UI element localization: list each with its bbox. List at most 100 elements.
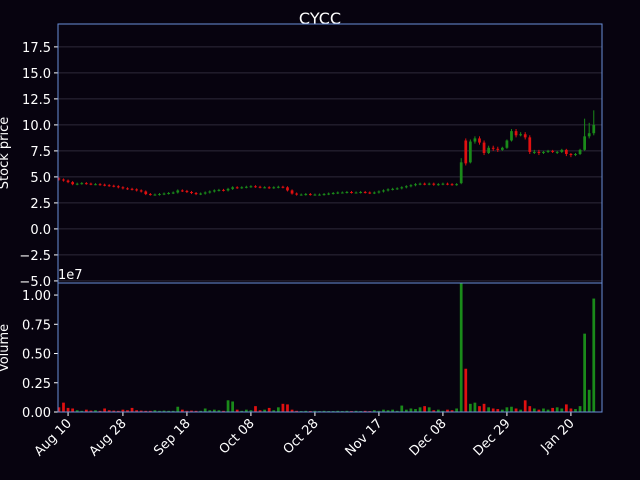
volume-bar (432, 410, 436, 412)
candle-body (231, 187, 234, 189)
chart-title: CYCC (299, 9, 341, 28)
volume-bar (583, 333, 586, 412)
y-tick-label: 15.0 (22, 67, 51, 82)
candle-body (304, 194, 308, 196)
candle-body (263, 187, 266, 189)
volume-bar (414, 409, 417, 412)
volume-bar (121, 409, 125, 412)
candle-body (258, 186, 262, 188)
candle-body (107, 185, 111, 187)
volume-bar (272, 410, 276, 412)
volume-bar (441, 410, 445, 412)
volume-bar (436, 409, 440, 412)
candle-body (510, 131, 513, 141)
candle-body (487, 147, 490, 153)
candle-body (299, 194, 303, 196)
candle-body (468, 141, 472, 163)
volume-bar (400, 405, 404, 412)
candle-body (75, 183, 79, 185)
volume-bar (167, 410, 170, 412)
volume-y-tick-label: 0.00 (22, 406, 51, 421)
candle-body (318, 194, 321, 196)
candle-body (80, 183, 84, 185)
candle-body (427, 183, 431, 185)
volume-bar (281, 403, 285, 412)
volume-bar (290, 409, 294, 412)
candle-body (162, 193, 166, 195)
volume-y-tick-label: 1.00 (22, 289, 51, 304)
candle-body (190, 191, 193, 194)
volume-bar (89, 410, 93, 412)
volume-bar (363, 410, 367, 412)
volume-bar (569, 408, 573, 412)
candle-body (235, 187, 239, 189)
candle-body (400, 187, 404, 189)
volume-bar (482, 403, 486, 412)
candle-body (555, 151, 559, 153)
candle-body (391, 188, 394, 190)
candle-body (414, 184, 417, 186)
candle-body (496, 148, 500, 150)
candle-body (446, 183, 449, 185)
candle-body (368, 192, 372, 194)
candle-body (500, 147, 504, 150)
candle-body (121, 187, 125, 189)
volume-bar (249, 410, 253, 412)
volume-bar (423, 406, 426, 412)
volume-bar (395, 410, 399, 412)
volume-bar (542, 408, 545, 412)
candle-body (336, 192, 340, 194)
volume-bar (409, 408, 413, 412)
candle-body (94, 184, 97, 186)
candle-body (423, 183, 426, 185)
candle-body (363, 191, 367, 193)
candle-body (441, 183, 445, 185)
volume-bar (116, 410, 120, 412)
candle-body (537, 151, 541, 153)
volume-bar (304, 410, 308, 412)
candle-body (345, 191, 349, 193)
candle-body (158, 194, 161, 196)
candle-body (254, 186, 257, 188)
y-tick-label: 12.5 (22, 93, 51, 108)
volume-bar (528, 406, 532, 412)
volume-bar (75, 410, 79, 412)
candle-body (473, 138, 477, 142)
y-tick-label: 10.0 (22, 119, 51, 134)
candle-body (560, 149, 564, 152)
volume-bar (418, 407, 422, 412)
candle-body (450, 184, 454, 186)
candle-body (587, 133, 591, 137)
volume-bar (208, 410, 212, 412)
volume-bar (510, 406, 513, 412)
volume-bar (276, 407, 280, 412)
volume-bar (473, 402, 477, 412)
candle-body (583, 136, 586, 150)
volume-bar (57, 407, 61, 412)
candle-body (578, 149, 582, 155)
volume-bar (345, 410, 349, 412)
candle-body (57, 178, 61, 180)
volume-bar (496, 409, 500, 412)
volume-bar (153, 410, 157, 412)
candle-body (226, 188, 230, 191)
volume-bar (551, 407, 554, 412)
candle-body (281, 186, 285, 188)
y-axis-label: Stock price (0, 117, 12, 189)
volume-bar (391, 409, 394, 412)
y-tick-label: 2.5 (30, 197, 51, 212)
volume-bar (295, 410, 298, 412)
volume-bar (222, 410, 225, 412)
volume-bar (592, 298, 596, 412)
candle-body (112, 185, 116, 187)
volume-bar (244, 409, 248, 412)
candle-body (523, 134, 527, 138)
candle-body (308, 194, 312, 196)
volume-bar (171, 410, 175, 412)
volume-bar (532, 408, 536, 412)
candle-body (130, 188, 134, 190)
candle-body (244, 186, 248, 188)
volume-bar (84, 409, 88, 412)
candle-body (532, 151, 536, 153)
candle-body (116, 186, 120, 188)
